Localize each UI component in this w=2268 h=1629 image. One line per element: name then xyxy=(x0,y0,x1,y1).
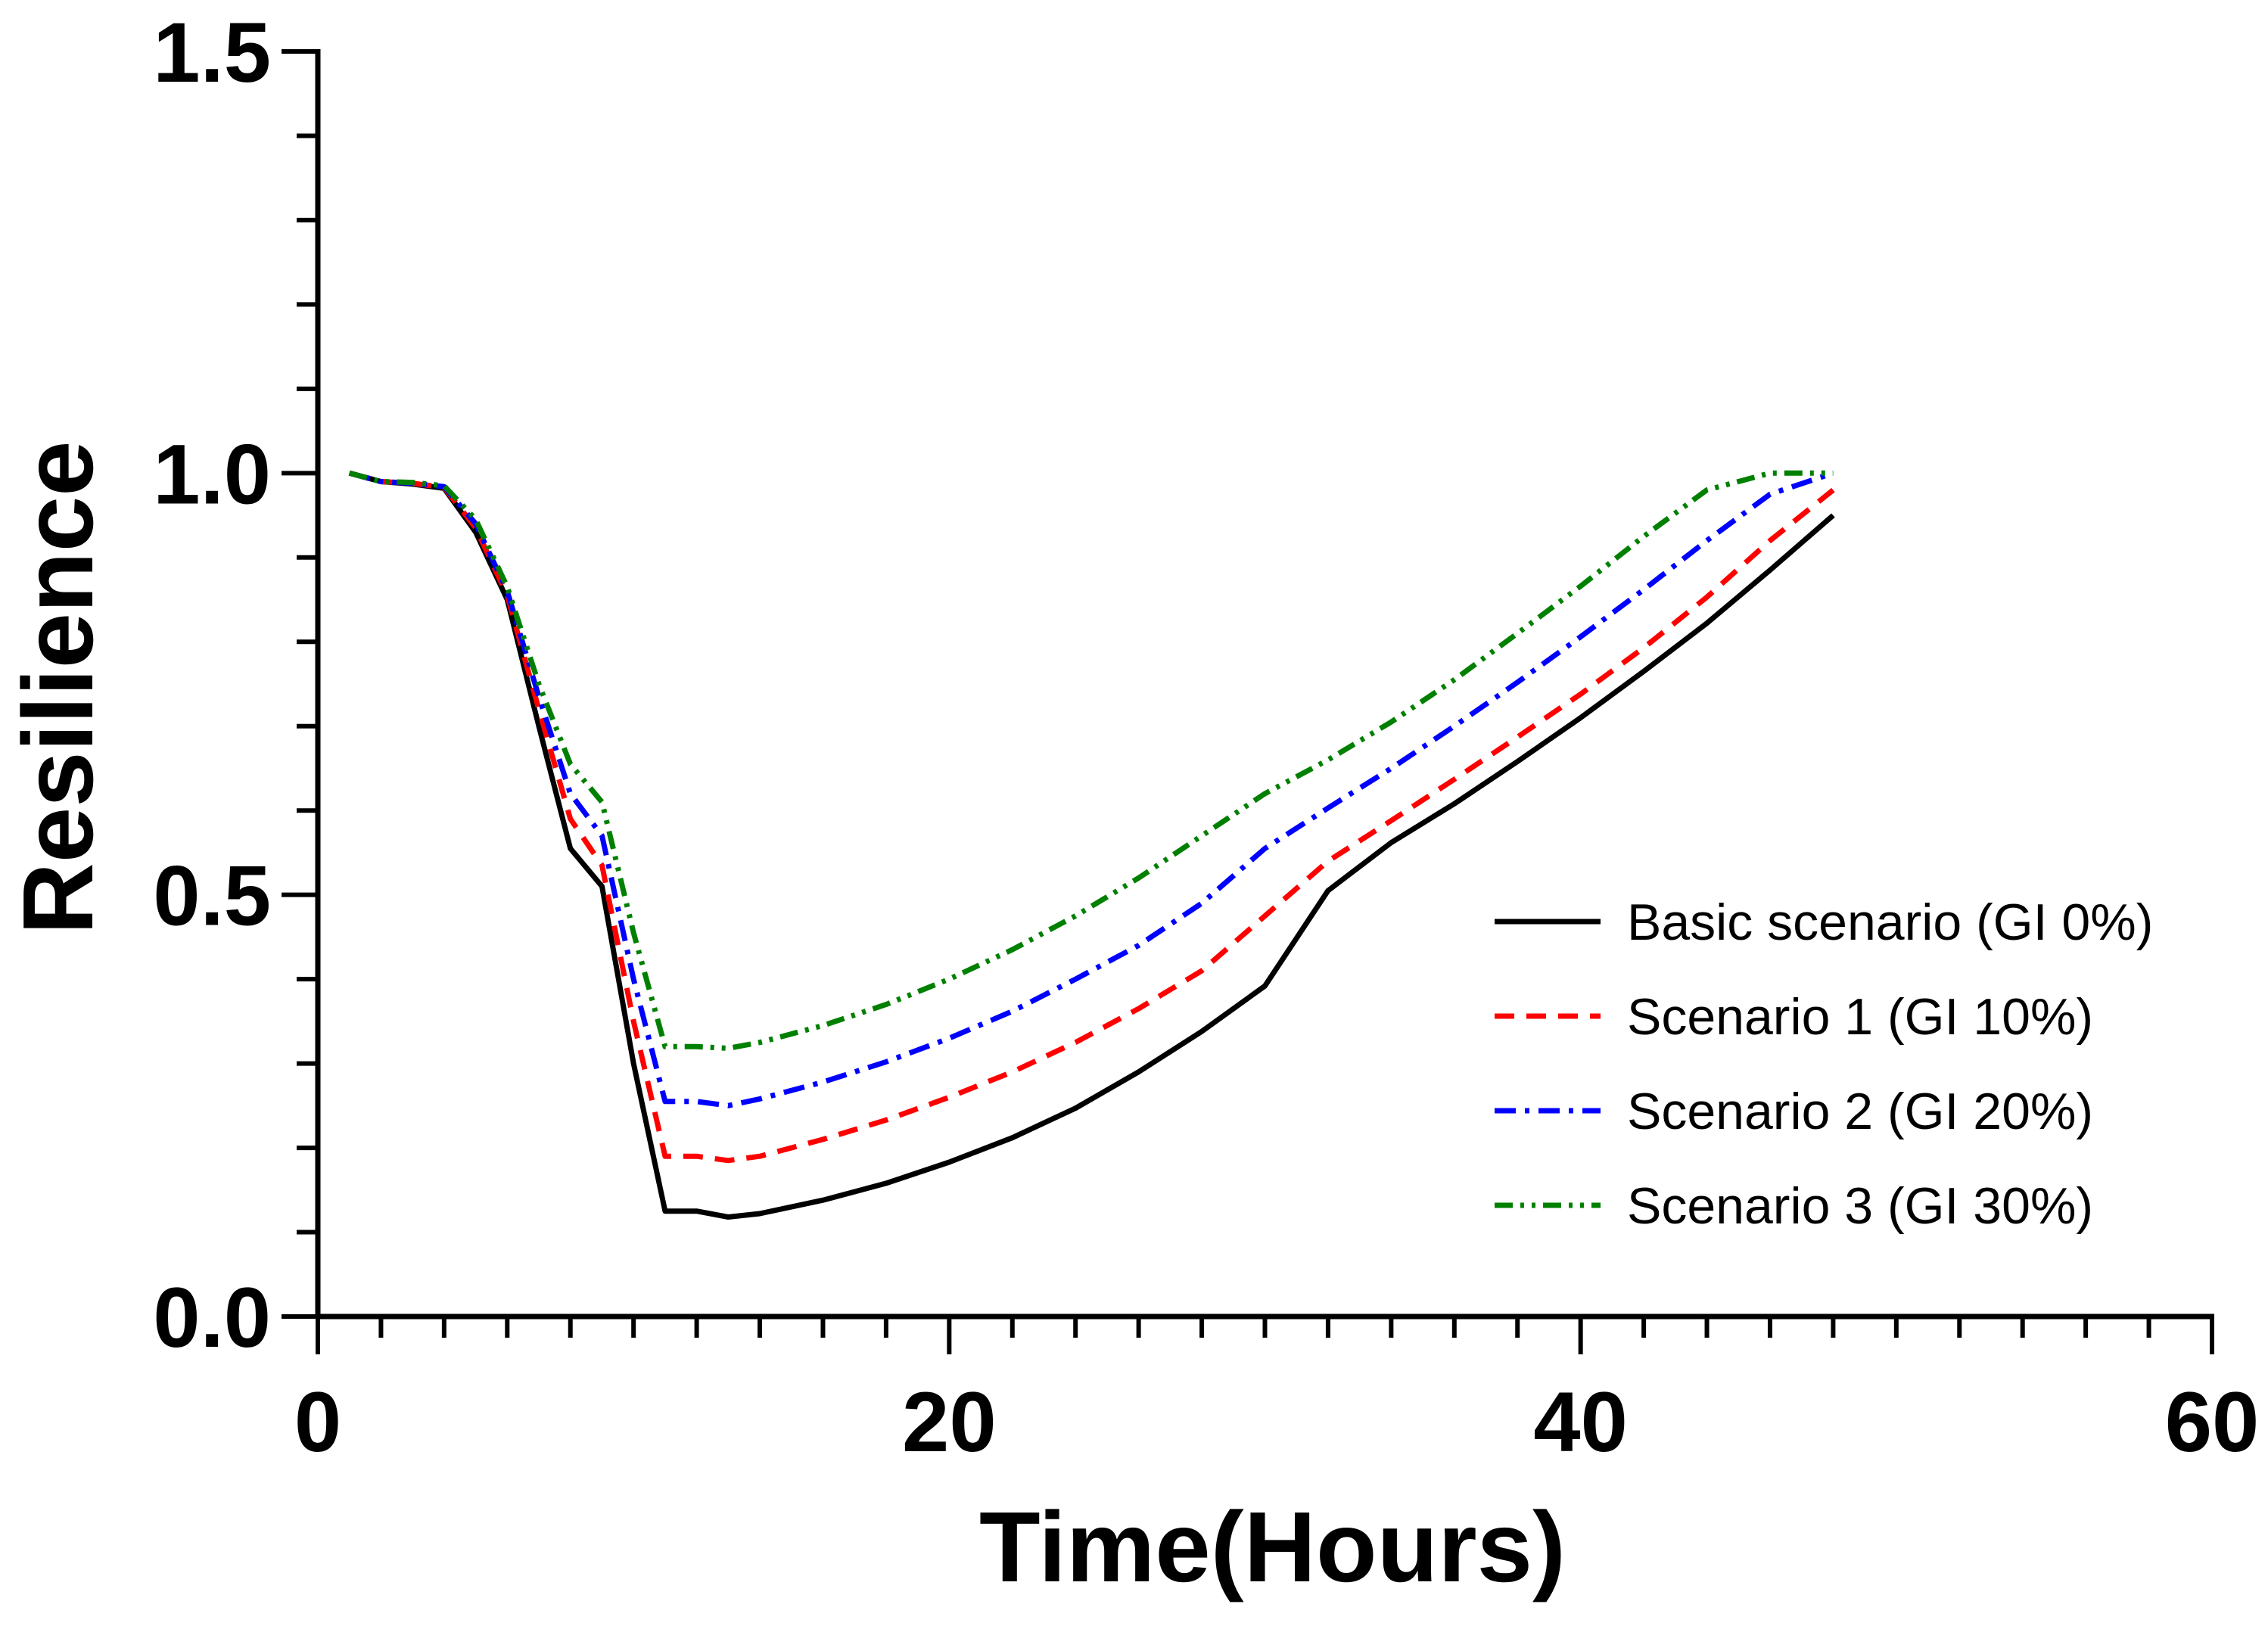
series-line-scenario-2 xyxy=(348,470,1834,1108)
x-axis-title: Time(Hours) xyxy=(979,1491,1566,1603)
legend-label: Scenario 1 (GI 10%) xyxy=(1627,988,2093,1046)
y-tick-label: 0.0 xyxy=(153,1270,271,1365)
series-line-scenario-1 xyxy=(348,470,1835,1164)
legend-label: Scenario 3 (GI 30%) xyxy=(1627,1177,2093,1235)
series-line-basic xyxy=(348,470,1835,1220)
x-tick-label: 20 xyxy=(902,1375,997,1469)
major-ticks xyxy=(282,49,2214,1354)
x-tick-label: 0 xyxy=(294,1375,341,1469)
y-tick-label: 1.5 xyxy=(153,5,271,100)
series-layer xyxy=(348,470,1835,1220)
legend-label: Scenario 2 (GI 20%) xyxy=(1627,1083,2093,1140)
x-tick-label: 40 xyxy=(1533,1375,1628,1469)
legend: Basic scenario (GI 0%) Scenario 1 (GI 10%… xyxy=(1495,894,2153,1235)
y-tick-label: 0.5 xyxy=(153,849,271,944)
legend-label: Basic scenario (GI 0%) xyxy=(1627,894,2153,951)
x-tick-label: 60 xyxy=(2165,1375,2260,1469)
tick-labels: 0.0 0.5 1.0 1.5 0 20 40 60 xyxy=(153,5,2259,1469)
y-axis-title: Resilience xyxy=(2,440,114,934)
series-line-scenario-3 xyxy=(348,470,1834,1051)
minor-ticks xyxy=(297,133,2151,1338)
y-tick-label: 1.0 xyxy=(153,427,271,521)
